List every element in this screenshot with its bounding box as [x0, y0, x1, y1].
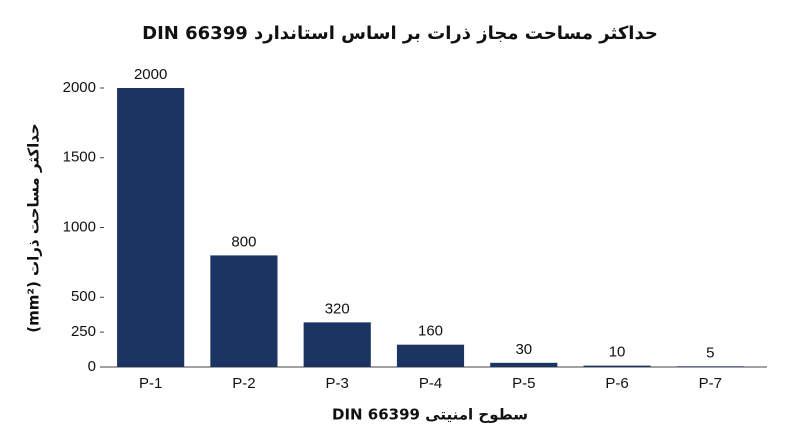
x-tick-label: P-3	[326, 375, 349, 392]
data-label: 800	[231, 233, 256, 250]
bar	[210, 255, 278, 367]
y-tick-label: 1500	[63, 149, 96, 166]
y-tick-label: 2000	[63, 79, 96, 96]
bar	[676, 366, 744, 367]
y-tick-label: 500	[71, 288, 96, 305]
x-tick-label: P-4	[419, 375, 442, 392]
bar	[490, 362, 558, 367]
data-label: 160	[418, 323, 443, 340]
data-label: 30	[515, 341, 532, 358]
bar	[117, 88, 185, 367]
data-label: 10	[609, 344, 626, 361]
y-tick-label: 1000	[63, 218, 96, 235]
x-tick-label: P-1	[139, 375, 162, 392]
x-tick-label: P-7	[699, 375, 722, 392]
bar	[396, 344, 465, 367]
bar	[583, 365, 651, 367]
y-axis-label: حداکثر مساحت ذرات (mm²)	[25, 123, 43, 332]
x-tick-label: P-6	[605, 375, 628, 392]
y-tick-label: 250	[71, 323, 96, 340]
y-tick-label: 0	[88, 358, 96, 375]
bar	[303, 322, 371, 367]
x-axis-label: سطوح امنیتی DIN 66399	[332, 406, 528, 424]
data-label: 320	[325, 300, 350, 317]
x-tick-label: P-2	[232, 375, 255, 392]
data-label: 5	[706, 344, 714, 361]
data-label: 2000	[134, 66, 167, 83]
chart-title: حداکثر مساحت مجاز ذرات بر اساس استاندارد…	[142, 23, 658, 44]
x-tick-label: P-5	[512, 375, 535, 392]
